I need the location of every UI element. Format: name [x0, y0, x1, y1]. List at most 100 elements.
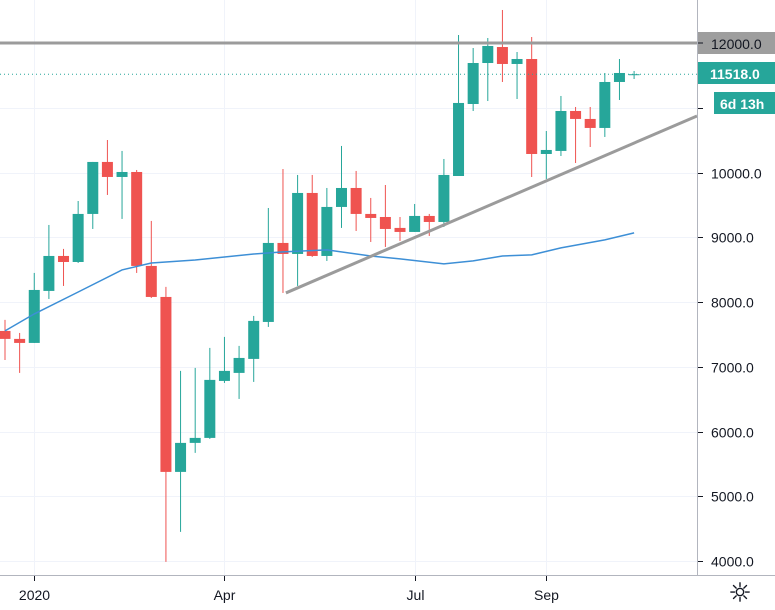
x-grid	[34, 0, 547, 575]
candle-up	[292, 174, 304, 286]
candle-body	[482, 45, 494, 64]
candle-body	[116, 171, 128, 177]
candle-body	[409, 215, 421, 232]
candle-body	[570, 110, 582, 119]
candle-up	[28, 272, 40, 343]
candle-down	[365, 197, 377, 242]
candle-up	[453, 34, 465, 176]
candle-down	[526, 36, 538, 177]
countdown-text: 6d 13h	[720, 96, 764, 112]
candle-up	[248, 315, 260, 382]
candle-body	[453, 102, 465, 176]
x-tick-label: Apr	[214, 587, 236, 603]
candle-up	[262, 207, 274, 327]
candle-up	[72, 200, 84, 263]
candle-up	[87, 161, 99, 229]
candle-down	[379, 184, 391, 247]
candle-down	[58, 248, 70, 286]
candle-up	[233, 345, 245, 399]
candle-body	[526, 58, 538, 154]
y-tick-label: 4000.0	[711, 554, 754, 570]
candle-body	[511, 58, 523, 64]
candle-up	[511, 52, 523, 100]
candle-body	[145, 265, 157, 297]
y-tick-label: 8000.0	[711, 295, 754, 311]
x-tick-label: Sep	[534, 587, 559, 603]
candles	[0, 9, 640, 562]
candle-up	[189, 367, 201, 453]
countdown-label: 6d 13h	[714, 92, 775, 114]
candle-body	[423, 215, 435, 222]
candle-body	[175, 442, 187, 472]
y-tick-label: 10000.0	[711, 166, 762, 182]
candle-body	[496, 47, 508, 64]
candle-body	[189, 437, 201, 443]
candle-down	[101, 139, 113, 195]
candle-body	[0, 330, 11, 339]
candle-body	[394, 227, 406, 232]
y-tick-label: 5000.0	[711, 489, 754, 505]
time-axis[interactable]: 2020 Apr Jul Sep	[19, 576, 559, 603]
candle-body	[43, 255, 55, 291]
x-tick-label: 2020	[19, 587, 50, 603]
candle-body	[292, 192, 304, 254]
candle-body	[365, 213, 377, 218]
candle-body	[87, 161, 99, 214]
candle-body	[58, 255, 70, 262]
candle-up	[175, 370, 187, 532]
candle-down	[277, 169, 289, 293]
hline-price-label: 12000.0	[711, 36, 762, 52]
candle-body	[218, 370, 230, 381]
candle-up	[218, 336, 230, 383]
x-tick-label: Jul	[407, 587, 425, 603]
candle-body	[350, 187, 362, 214]
candle-body	[555, 110, 567, 151]
candle-down	[496, 9, 508, 82]
candle-body	[277, 242, 289, 254]
candle-down	[350, 170, 362, 231]
candle-down	[394, 216, 406, 241]
candle-body	[248, 320, 260, 359]
candle-down	[131, 169, 143, 273]
candle-up	[204, 347, 216, 439]
candle-body	[160, 296, 172, 472]
candle-body	[28, 289, 40, 343]
candle-body	[306, 192, 318, 256]
candle-up	[467, 47, 479, 111]
candle-up	[599, 72, 611, 137]
candle-up	[438, 158, 450, 227]
candle-up	[116, 150, 128, 219]
candle-up	[482, 38, 494, 102]
candle-up	[409, 203, 421, 232]
candle-down	[584, 106, 596, 147]
candle-body	[613, 72, 625, 82]
candle-body	[233, 357, 245, 373]
candle-body	[599, 81, 611, 128]
candle-up	[613, 58, 625, 100]
candle-up	[540, 130, 552, 179]
gear-icon[interactable]	[729, 581, 751, 603]
candle-down	[145, 220, 157, 298]
candle-up	[335, 145, 347, 228]
last-price-label: 11518.0	[698, 62, 775, 84]
candle-body	[584, 118, 596, 128]
candle-body	[72, 213, 84, 262]
price-axis[interactable]: 4000.0 5000.0 6000.0 7000.0 8000.0 9000.0 1000…	[698, 43, 762, 570]
candle-down	[14, 332, 26, 373]
candle-body	[628, 74, 640, 76]
candle-down	[570, 106, 582, 163]
candle-up	[555, 95, 567, 156]
last-price-text: 11518.0	[710, 66, 760, 82]
candle-body	[321, 206, 333, 256]
candle-body	[204, 379, 216, 438]
candle-down	[306, 174, 318, 257]
candle-body	[467, 63, 479, 104]
candle-body	[335, 187, 347, 207]
candle-body	[131, 171, 143, 266]
trendline[interactable]	[285, 114, 698, 295]
candle-body	[262, 242, 274, 322]
moving-average-line	[4, 232, 635, 332]
candle-body	[540, 149, 552, 154]
y-tick-label: 6000.0	[711, 425, 754, 441]
